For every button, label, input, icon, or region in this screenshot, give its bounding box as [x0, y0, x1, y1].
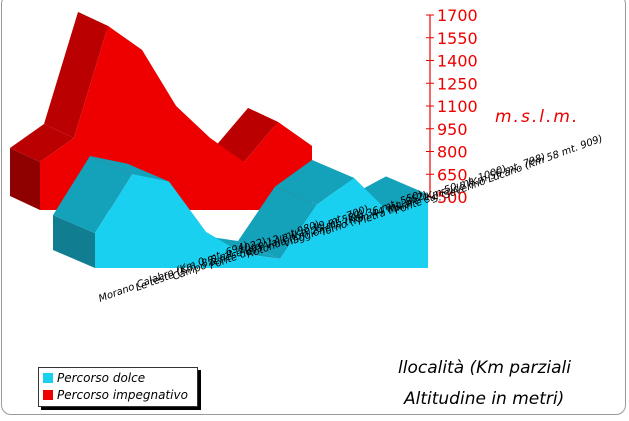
red-series-side-face — [10, 148, 40, 210]
legend-label: Percorso impegnativo — [57, 388, 188, 402]
y-axis-title: Altitudine in metri) — [404, 389, 565, 409]
cyan-series-top-segment — [53, 156, 132, 234]
y-tick-label: 1100 — [437, 97, 478, 116]
legend: Percorso dolce Percorso impegnativo — [38, 367, 198, 407]
red-series-top-segment — [214, 108, 278, 162]
cyan-series-front-face — [95, 174, 428, 268]
legend-item-percorso-dolce: Percorso dolce — [43, 370, 145, 386]
y-axis-unit-label: m.s.l.m. — [495, 107, 579, 127]
cyan-series-side-face — [53, 215, 95, 268]
y-tick-label: 800 — [437, 143, 468, 162]
y-tick-label: 950 — [437, 120, 468, 139]
x-axis-title: llocalità (Km parziali — [398, 358, 571, 378]
y-tick-label: 500 — [437, 188, 468, 207]
legend-label: Percorso dolce — [57, 371, 146, 385]
cyan-series-top-segment — [238, 186, 317, 259]
y-tick-label: 650 — [437, 165, 468, 184]
y-tick-label: 1550 — [437, 29, 478, 48]
y-tick-label: 1400 — [437, 52, 478, 71]
legend-swatch-red — [43, 390, 53, 400]
legend-swatch-cyan — [43, 373, 53, 383]
cyan-series-top-segment — [349, 176, 428, 215]
red-series-top-segment — [10, 124, 74, 162]
chart-frame — [1, 0, 626, 415]
y-tick-label: 1700 — [437, 6, 478, 25]
red-series-top-segment — [44, 12, 108, 138]
y-tick-label: 1250 — [437, 74, 478, 93]
legend-item-percorso-impegnativo: Percorso impegnativo — [43, 387, 188, 403]
